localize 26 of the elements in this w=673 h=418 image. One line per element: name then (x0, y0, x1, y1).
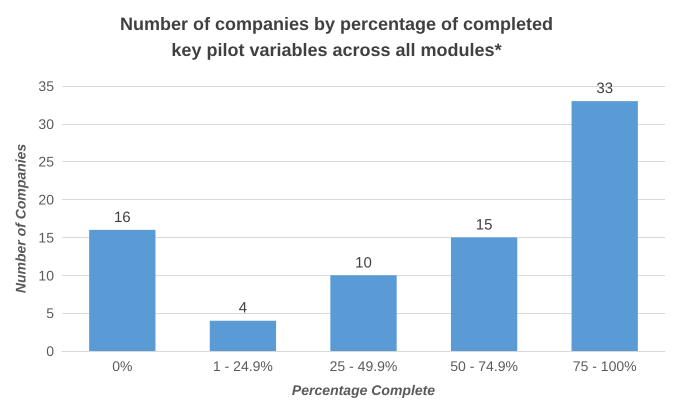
x-tick-label: 0% (112, 358, 132, 374)
bar (572, 101, 638, 351)
y-tick-label: 5 (46, 305, 54, 322)
y-tick-label: 15 (38, 229, 54, 246)
y-tick-label: 35 (38, 78, 54, 94)
bar (210, 320, 276, 351)
data-label: 10 (355, 254, 372, 272)
y-tick-label: 20 (38, 192, 54, 208)
x-tick-label: 75 - 100% (572, 358, 637, 374)
bar (330, 275, 397, 351)
x-tick-label: 50 - 74.9% (450, 358, 518, 374)
data-label: 4 (238, 300, 248, 317)
y-tick-label: 10 (38, 267, 54, 284)
data-label: 15 (476, 216, 492, 234)
y-tick-label: 25 (38, 154, 54, 170)
x-axis-title: Percentage Complete (292, 382, 436, 398)
x-tick-label: 25 - 49.9% (330, 358, 398, 374)
x-tick-label: 1 - 24.9% (212, 358, 273, 374)
data-label: 16 (114, 208, 131, 226)
chart-title: Number of companies by percentage of completed key pilot variables across all modules* (120, 14, 554, 60)
bar (89, 230, 156, 351)
y-axis-title: Number of Companies (12, 144, 29, 294)
y-tick-label: 0 (46, 343, 54, 359)
data-label: 33 (596, 80, 614, 98)
bar (450, 237, 518, 351)
y-tick-label: 30 (38, 116, 54, 132)
